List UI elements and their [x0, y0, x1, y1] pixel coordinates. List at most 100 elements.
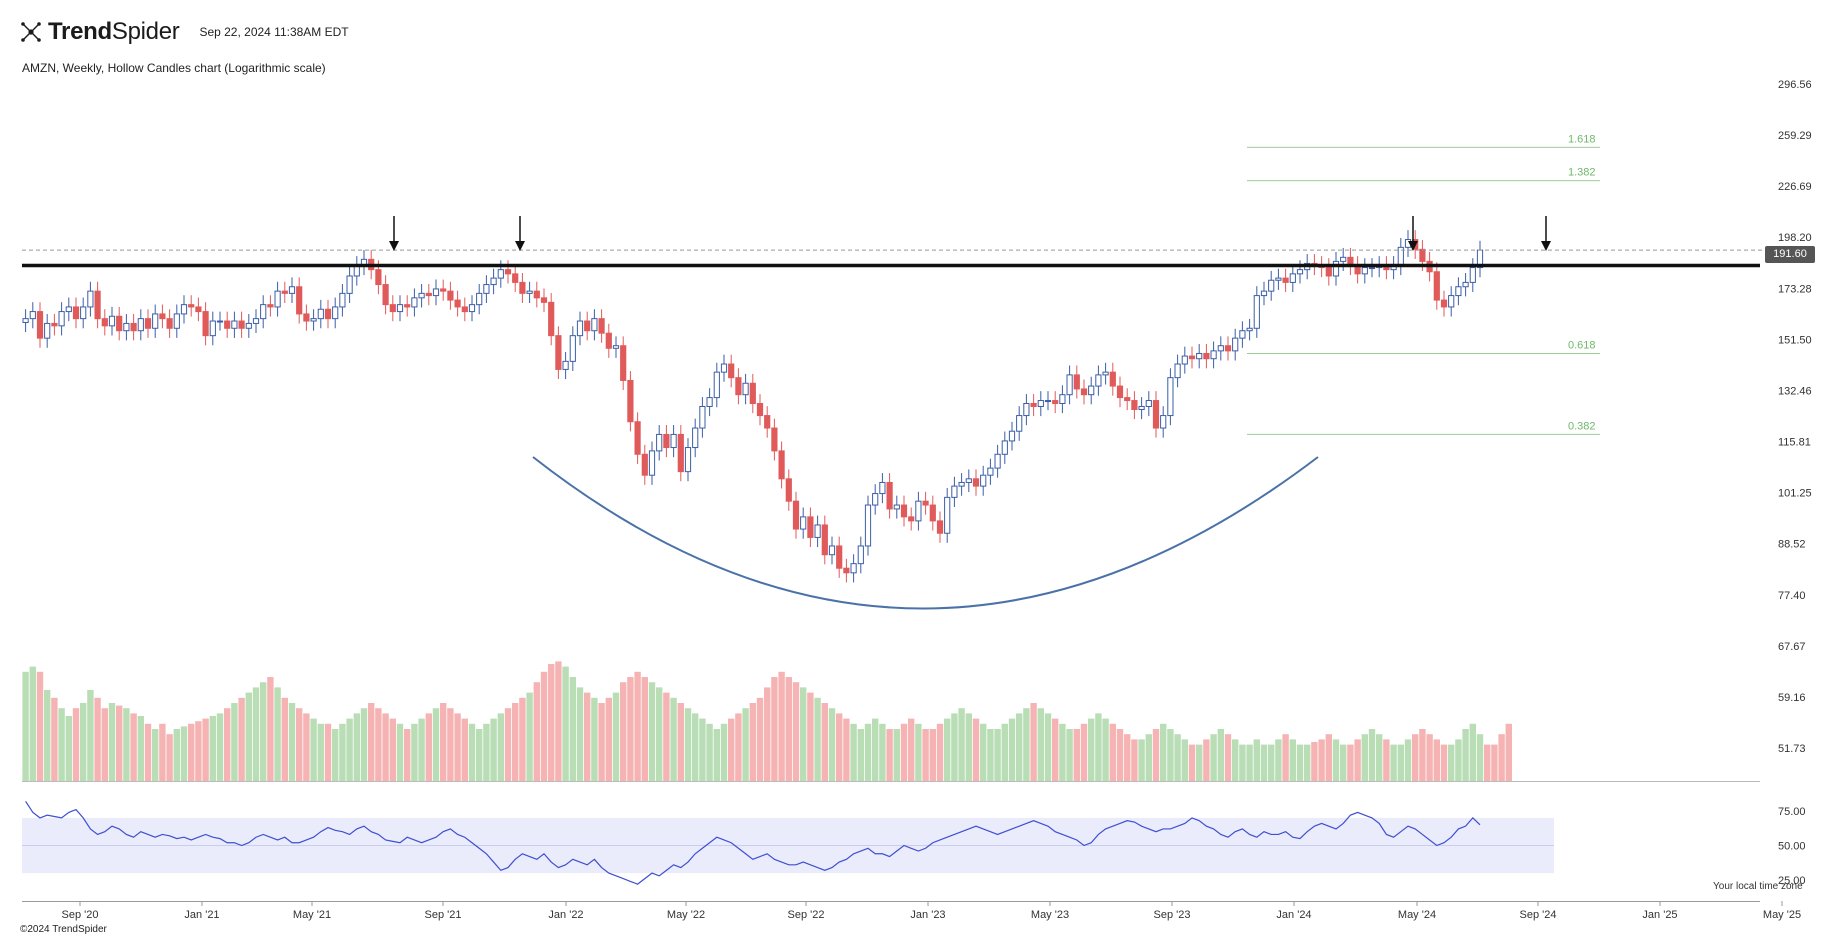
candle-body: [1073, 374, 1080, 390]
volume-bar: [569, 677, 576, 781]
candle-body: [893, 504, 900, 510]
candle-body: [166, 318, 173, 329]
rsi-tick-label: 50.00: [1778, 841, 1806, 853]
candle-body: [1368, 267, 1376, 270]
volume-bar: [440, 703, 447, 781]
volume-bar: [634, 671, 641, 781]
volume-bar: [432, 708, 440, 781]
candle-body: [1419, 248, 1426, 262]
candle-body: [440, 288, 447, 292]
candle-body: [303, 313, 310, 322]
candle-body: [231, 320, 238, 329]
candle-body: [1066, 374, 1073, 396]
volume-bar: [1296, 744, 1304, 781]
volume-bar: [598, 703, 605, 781]
volume-bar: [1368, 729, 1376, 781]
candle-body: [792, 500, 800, 530]
volume-bar: [180, 726, 188, 781]
volume-bar: [526, 692, 533, 781]
volume-bar: [1426, 734, 1433, 781]
candle-body: [483, 284, 490, 294]
volume-bar: [1102, 718, 1109, 781]
candle-body: [245, 322, 252, 329]
volume-bar: [1210, 734, 1217, 781]
volume-bar: [468, 723, 476, 781]
volume-bar: [188, 723, 195, 781]
y-tick-label: 226.69: [1778, 181, 1812, 193]
volume-bar: [51, 697, 58, 781]
candle-body: [1232, 337, 1239, 352]
trendspider-logo-icon: [21, 22, 41, 42]
candle-body: [735, 377, 742, 396]
candle-body: [1275, 277, 1282, 281]
volume-bar: [656, 687, 663, 781]
fib-label: 1.382: [1568, 167, 1596, 179]
volume-bar: [807, 692, 814, 781]
candle-body: [519, 281, 526, 294]
volume-bar: [332, 729, 339, 781]
volume-bar: [1044, 713, 1052, 781]
volume-bar: [1030, 703, 1037, 781]
volume-bar: [728, 718, 735, 781]
rsi-tick-label: 25.00: [1778, 875, 1806, 887]
volume-bar: [1016, 713, 1023, 781]
candle-body: [591, 318, 598, 332]
volume-bar: [958, 708, 965, 781]
volume-bar: [1188, 744, 1196, 781]
volume-bar: [900, 723, 908, 781]
candle-body: [1023, 402, 1030, 417]
candle-body: [1217, 345, 1224, 352]
y-tick-label: 101.25: [1778, 488, 1812, 500]
candle-body: [260, 304, 267, 320]
volume-bar: [497, 713, 504, 781]
volume-bar: [1282, 734, 1289, 781]
volume-bar: [87, 690, 94, 781]
volume-bar: [670, 697, 677, 781]
volume-bar: [735, 713, 742, 781]
candle-body: [879, 481, 886, 495]
volume-bar: [461, 718, 468, 781]
candle-body: [1138, 405, 1145, 410]
candle-body: [807, 516, 814, 538]
candle-body: [555, 335, 562, 370]
volume-bar: [1174, 734, 1181, 781]
x-tick-label: May '23: [1031, 909, 1069, 921]
volume-bar: [72, 708, 80, 781]
candle-body: [1289, 273, 1296, 283]
volume-bar: [1419, 729, 1426, 781]
volume-bar: [929, 729, 936, 781]
volume-bar: [987, 729, 994, 781]
volume-bar: [612, 692, 620, 781]
x-tick-label: Sep '23: [1154, 909, 1191, 921]
brand-header: TrendSpider Sep 22, 2024 11:38AM EDT: [20, 18, 349, 46]
volume-bar: [720, 723, 728, 781]
volume-bar: [288, 703, 296, 781]
candle-body: [1109, 371, 1116, 387]
candle-body: [713, 371, 720, 399]
volume-bar: [828, 708, 836, 781]
volume-bar: [1332, 739, 1340, 781]
volume-bar: [944, 718, 951, 781]
volume-bar: [1073, 729, 1080, 781]
volume-bar: [591, 697, 598, 781]
y-tick-label: 173.28: [1778, 283, 1812, 295]
candle-body: [821, 524, 828, 556]
volume-bar: [346, 718, 353, 781]
volume-bar: [80, 703, 87, 781]
candle-body: [1160, 415, 1167, 429]
candle-body: [929, 504, 936, 522]
candle-body: [1268, 279, 1275, 292]
rsi-line: [25, 801, 1481, 885]
volume-bar: [1304, 744, 1311, 781]
candle-body: [1145, 400, 1152, 407]
fibonacci-levels: 1.618 1.382 0.618 0.382: [1247, 133, 1600, 435]
candle-body: [152, 313, 159, 329]
candle-body: [1239, 330, 1246, 339]
candle-body: [1167, 377, 1174, 417]
candle-body: [224, 320, 231, 329]
candle-body: [195, 306, 202, 313]
volume-bar: [699, 718, 706, 781]
y-tick-label: 51.73: [1778, 743, 1806, 755]
candle-body: [418, 292, 425, 299]
arrow-head: [389, 241, 399, 251]
